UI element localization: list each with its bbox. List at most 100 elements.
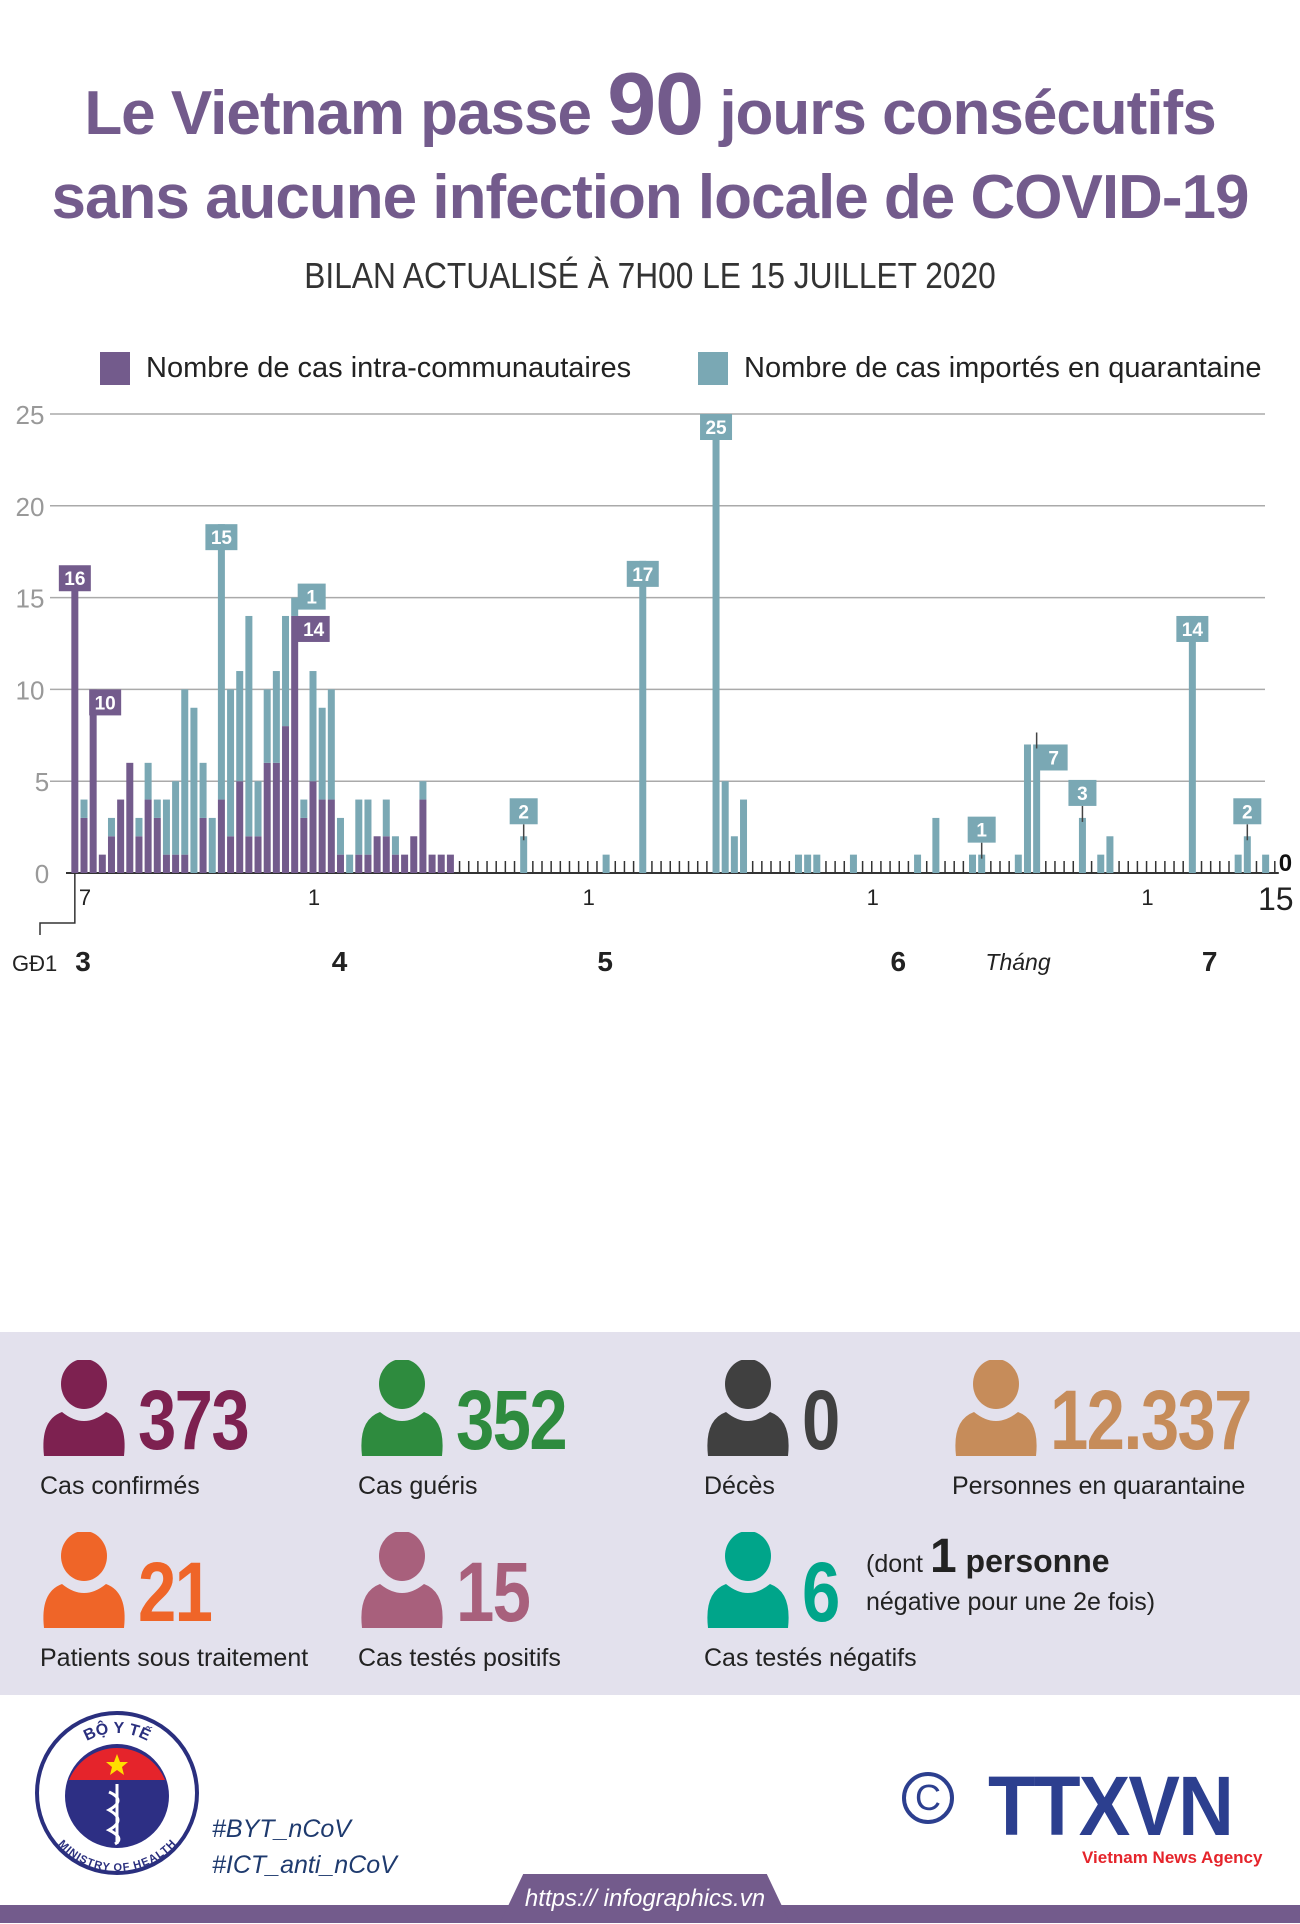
bar-imported — [227, 689, 235, 837]
bar-imported — [327, 689, 335, 800]
bar-imported — [602, 854, 610, 873]
website-link[interactable]: https:// infographics.vn — [500, 1874, 790, 1923]
stat-value: 12.337 — [1050, 1373, 1252, 1467]
bar-imported — [217, 524, 225, 800]
bar-imported — [794, 854, 802, 873]
stat-value: 15 — [456, 1545, 531, 1639]
title-text: Le Vietnam passe — [84, 79, 608, 148]
bar-imported — [1106, 836, 1114, 873]
bar-imported — [730, 836, 738, 873]
data-label: 25 — [705, 418, 727, 439]
x-tick-label: 1 — [583, 885, 595, 910]
data-label: 14 — [303, 620, 325, 641]
stat-label: Cas testés positifs — [358, 1644, 561, 1672]
bar-local — [172, 854, 180, 873]
bar-local — [80, 817, 88, 873]
bar-local — [437, 854, 445, 873]
bar-imported — [1097, 854, 1105, 873]
bar-local — [355, 854, 363, 873]
bar-local — [291, 615, 299, 873]
bar-local — [282, 726, 290, 873]
y-tick-label: 10 — [16, 675, 45, 705]
bar-local — [126, 762, 134, 873]
data-label-box — [1039, 744, 1068, 771]
bar-local — [227, 836, 235, 873]
data-label-box — [58, 565, 91, 592]
data-label-box — [700, 414, 733, 440]
data-label: 1 — [306, 588, 317, 609]
subtitle: BILAN ACTUALISÉ À 7H00 LE 15 JUILLET 202… — [304, 255, 996, 296]
data-label-box — [89, 689, 122, 716]
bar-imported — [978, 854, 986, 873]
bar-imported — [721, 781, 729, 873]
bar-imported — [309, 671, 317, 782]
stat-label: Cas confirmés — [40, 1472, 200, 1500]
data-label: 15 — [211, 528, 233, 549]
y-tick-label: 0 — [35, 859, 49, 889]
bar-local — [153, 817, 161, 873]
title-line-2: sans aucune infection locale de COVID-19 — [51, 163, 1250, 232]
stat-label: Patients sous traitement — [40, 1644, 309, 1672]
bar-local — [382, 836, 390, 873]
ministry-of-health-logo: BỘ Y TẾ MINISTRY OF HEALTH — [35, 1711, 199, 1875]
bar-local — [300, 817, 308, 873]
legend-label: Nombre de cas intra-communautaires — [146, 352, 632, 384]
negative-note: (dont 1 personne négative pour une 2e foi… — [866, 1533, 1156, 1621]
stat-deaths: 0 — [702, 1360, 847, 1462]
bar-local — [410, 836, 418, 873]
bar-local — [217, 799, 225, 873]
data-label-box — [626, 560, 659, 587]
legend-item-local: Nombre de cas intra-communautaires — [100, 352, 631, 385]
y-tick-label: 5 — [35, 767, 49, 797]
bar-imported — [364, 799, 372, 855]
copyright-icon: ©C — [902, 1772, 954, 1824]
bar-imported — [291, 597, 299, 616]
title-highlight-number: 90 — [607, 54, 704, 153]
bar-imported — [849, 854, 857, 873]
stat-treatment: 21 — [38, 1532, 227, 1634]
bar-local — [401, 854, 409, 873]
hashtag: #BYT_nCoV — [212, 1815, 351, 1843]
person-icon — [43, 1360, 125, 1456]
month-label: 4 — [332, 946, 348, 977]
month-label: 3 — [75, 946, 91, 977]
title-text: jours consécutifs — [703, 79, 1216, 148]
bar-imported — [144, 762, 152, 800]
ttxvn-logo: TTXVN — [988, 1759, 1234, 1853]
note-text: (dont — [866, 1550, 930, 1578]
data-label: 17 — [632, 565, 653, 586]
data-label-box — [1068, 779, 1097, 806]
bar-imported — [153, 799, 161, 818]
note-text: négative pour une 2e fois) — [866, 1588, 1156, 1616]
data-label: 7 — [1048, 748, 1059, 769]
stat-value: 373 — [138, 1373, 250, 1467]
data-label-box — [297, 615, 330, 642]
bar-imported — [135, 817, 143, 837]
bar-imported — [1262, 854, 1270, 873]
month-label: 5 — [597, 946, 613, 977]
bar-local — [98, 854, 106, 873]
phase1-bracket — [39, 873, 76, 935]
legend-item-imported: Nombre de cas importés en quarantaine — [698, 352, 1261, 385]
bar-imported — [740, 799, 748, 873]
stat-label: Cas testés négatifs — [704, 1644, 917, 1672]
stat-value: 6 — [802, 1545, 840, 1639]
stat-negative: 6 — [702, 1532, 847, 1639]
bar-imported — [1243, 836, 1251, 873]
x-tick-label: 15 — [1258, 881, 1294, 917]
bar-local — [71, 579, 79, 873]
data-label-box — [967, 816, 996, 843]
bar-imported — [346, 854, 354, 873]
stat-value: 352 — [456, 1373, 568, 1467]
data-label: 1 — [976, 821, 987, 842]
bar-local — [364, 854, 372, 873]
stat-label: Décès — [704, 1472, 775, 1500]
bar-local — [336, 854, 344, 873]
bar-imported — [172, 781, 180, 855]
bar-imported — [1188, 615, 1196, 873]
month-label: 7 — [1202, 946, 1218, 977]
legend-label: Nombre de cas importés en quarantaine — [744, 352, 1262, 384]
bar-imported — [391, 836, 399, 855]
person-icon — [707, 1360, 789, 1456]
bar-imported — [318, 707, 326, 800]
